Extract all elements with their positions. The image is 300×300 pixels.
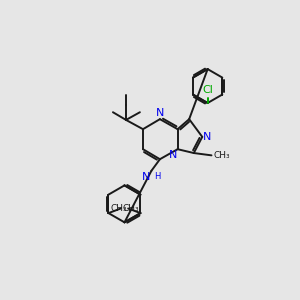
Text: CH₃: CH₃ (213, 151, 230, 160)
Text: CH₃: CH₃ (110, 204, 127, 213)
Text: N: N (142, 172, 151, 182)
Text: CH₃: CH₃ (122, 204, 139, 213)
Text: H: H (154, 172, 160, 181)
Text: N: N (156, 108, 164, 118)
Text: N: N (169, 150, 177, 160)
Text: Cl: Cl (202, 85, 213, 95)
Text: N: N (203, 132, 212, 142)
